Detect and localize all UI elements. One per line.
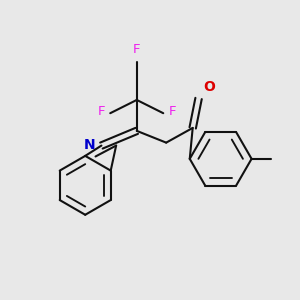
Text: F: F bbox=[133, 44, 140, 56]
Text: N: N bbox=[83, 138, 95, 152]
Text: O: O bbox=[203, 80, 215, 94]
Text: F: F bbox=[169, 105, 176, 118]
Text: F: F bbox=[98, 105, 105, 118]
